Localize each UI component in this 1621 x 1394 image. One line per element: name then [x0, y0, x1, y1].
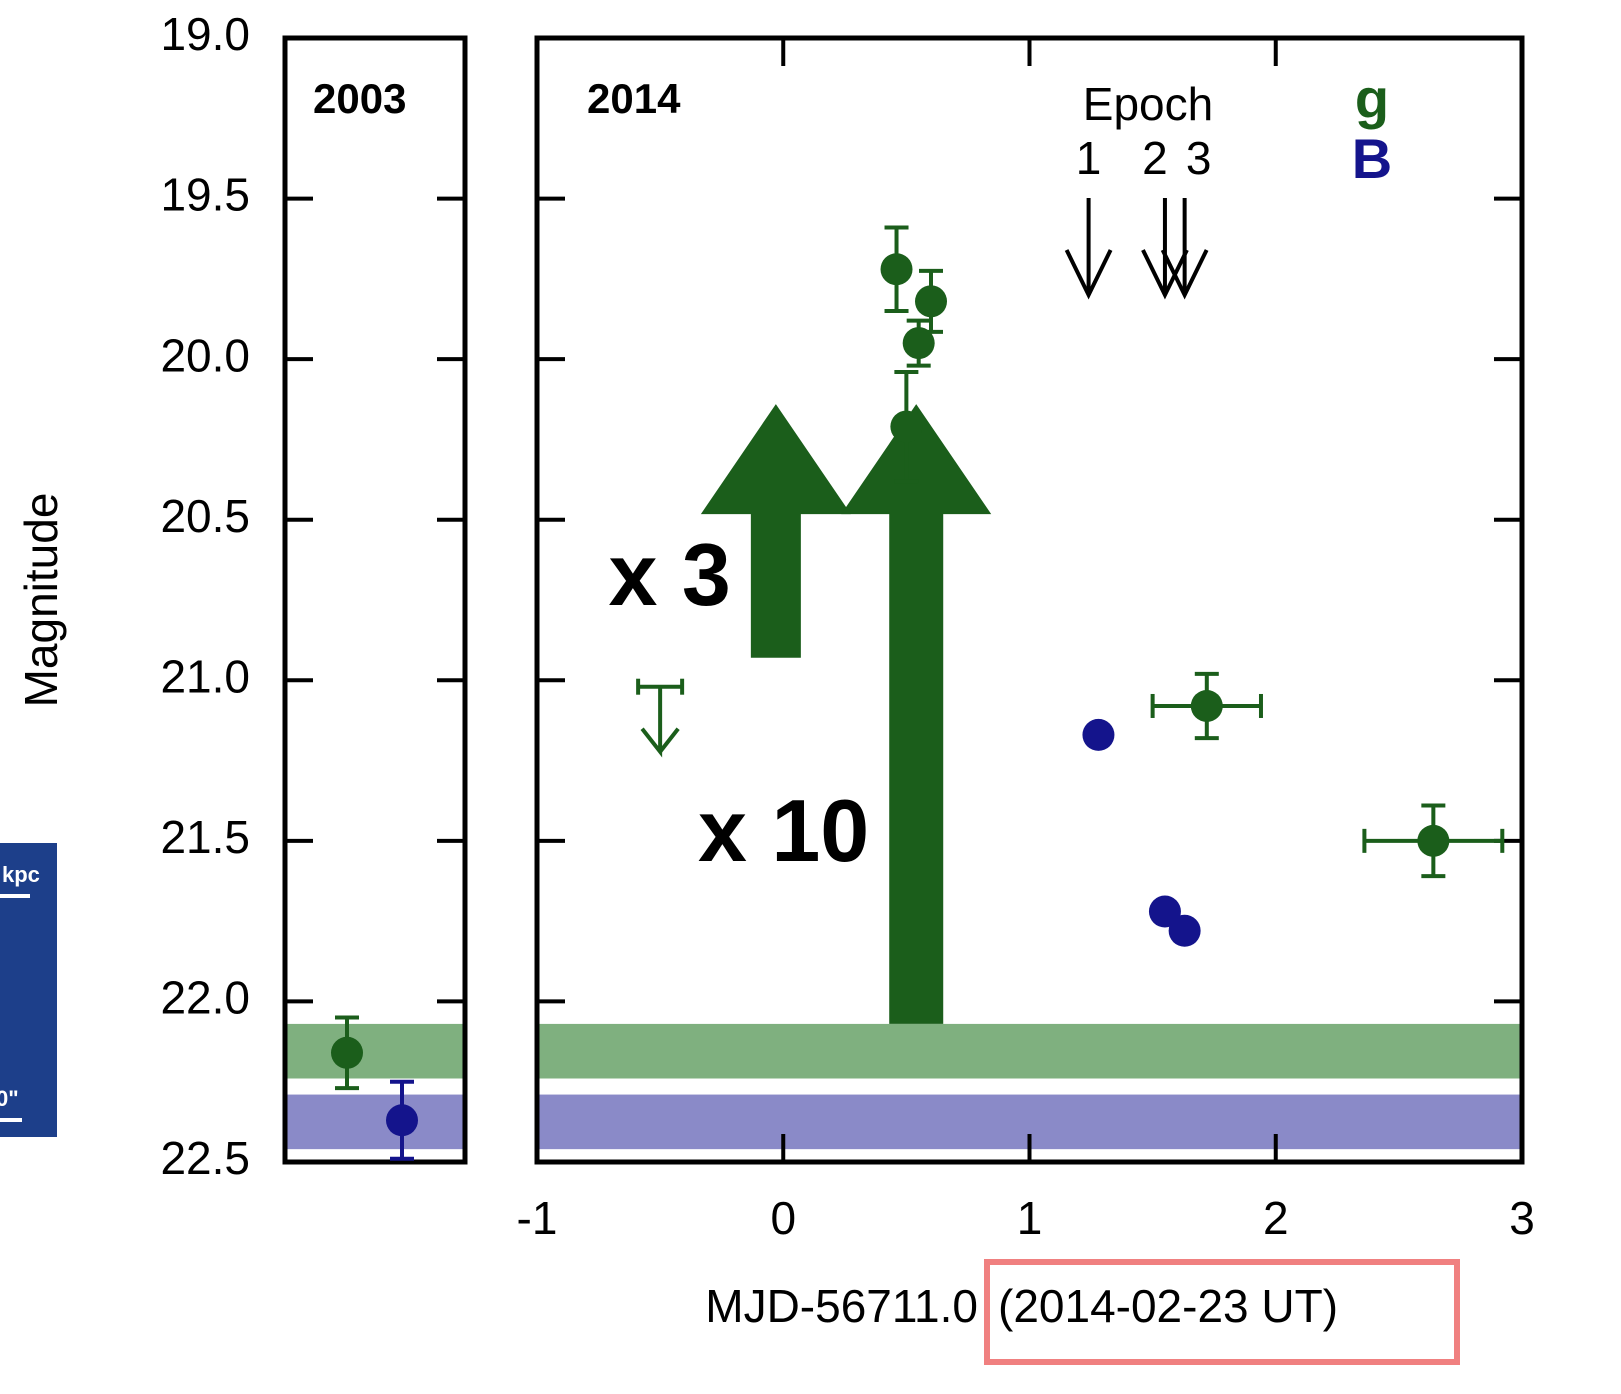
epoch-number: 1	[1076, 132, 1102, 184]
point	[1417, 824, 1450, 857]
epoch-arrow	[1141, 249, 1189, 300]
inset-label: 0"	[0, 1086, 19, 1111]
point	[1082, 718, 1115, 751]
point	[890, 410, 923, 443]
x-axis-label: MJD-56711.0	[705, 1280, 978, 1332]
point	[1148, 895, 1181, 928]
y-tick-label: 21.5	[160, 811, 250, 863]
epoch-arrow	[1064, 249, 1113, 300]
y-tick-label: 20.5	[160, 490, 250, 542]
annotation-text: x 10	[698, 781, 869, 880]
y-tick-label: 22.5	[160, 1132, 250, 1184]
epoch-number: 3	[1186, 132, 1212, 184]
y-tick-label: 19.5	[160, 169, 250, 221]
annotation-arrow	[700, 404, 851, 658]
annotation-text: x 3	[609, 525, 731, 624]
band	[537, 1023, 1522, 1079]
legend-entry: g	[1355, 67, 1389, 130]
band	[285, 1023, 465, 1079]
point	[915, 285, 947, 318]
x-tick-label: 2	[1263, 1192, 1289, 1244]
inset-label: kpc	[2, 862, 40, 887]
x-tick-label: 3	[1509, 1192, 1535, 1244]
legend-entry: B	[1352, 127, 1392, 190]
panel-label: 2003	[313, 75, 406, 122]
panel-label: 2014	[587, 75, 681, 122]
highlight-box	[984, 1259, 1460, 1365]
panel-frame	[282, 35, 468, 1165]
epoch-number: 2	[1142, 132, 1168, 184]
y-tick-label: 19.0	[160, 8, 250, 60]
point	[902, 327, 935, 360]
upper-limit	[658, 727, 680, 753]
x-tick-label: 0	[770, 1192, 796, 1244]
panel-frame	[534, 35, 1525, 1165]
band	[285, 1094, 465, 1150]
upper-limit	[640, 686, 663, 758]
epoch-label: Epoch	[1083, 78, 1213, 130]
point	[331, 1036, 363, 1069]
x-tick-label: 1	[1017, 1192, 1043, 1244]
annotation-arrow	[841, 404, 992, 1024]
x-tick-label: -1	[517, 1192, 558, 1244]
point	[1168, 914, 1201, 947]
inset-image	[0, 843, 57, 1137]
point	[386, 1104, 418, 1137]
y-tick-label: 21.0	[160, 650, 250, 702]
y-tick-label: 20.0	[160, 329, 250, 381]
point	[880, 253, 913, 286]
x-axis-label: (2014-02-23 UT)	[998, 1280, 1338, 1332]
point	[1190, 689, 1223, 722]
epoch-arrow	[1160, 249, 1209, 300]
y-tick-label: 22.0	[160, 972, 250, 1024]
y-axis-label: Magnitude	[15, 493, 67, 708]
